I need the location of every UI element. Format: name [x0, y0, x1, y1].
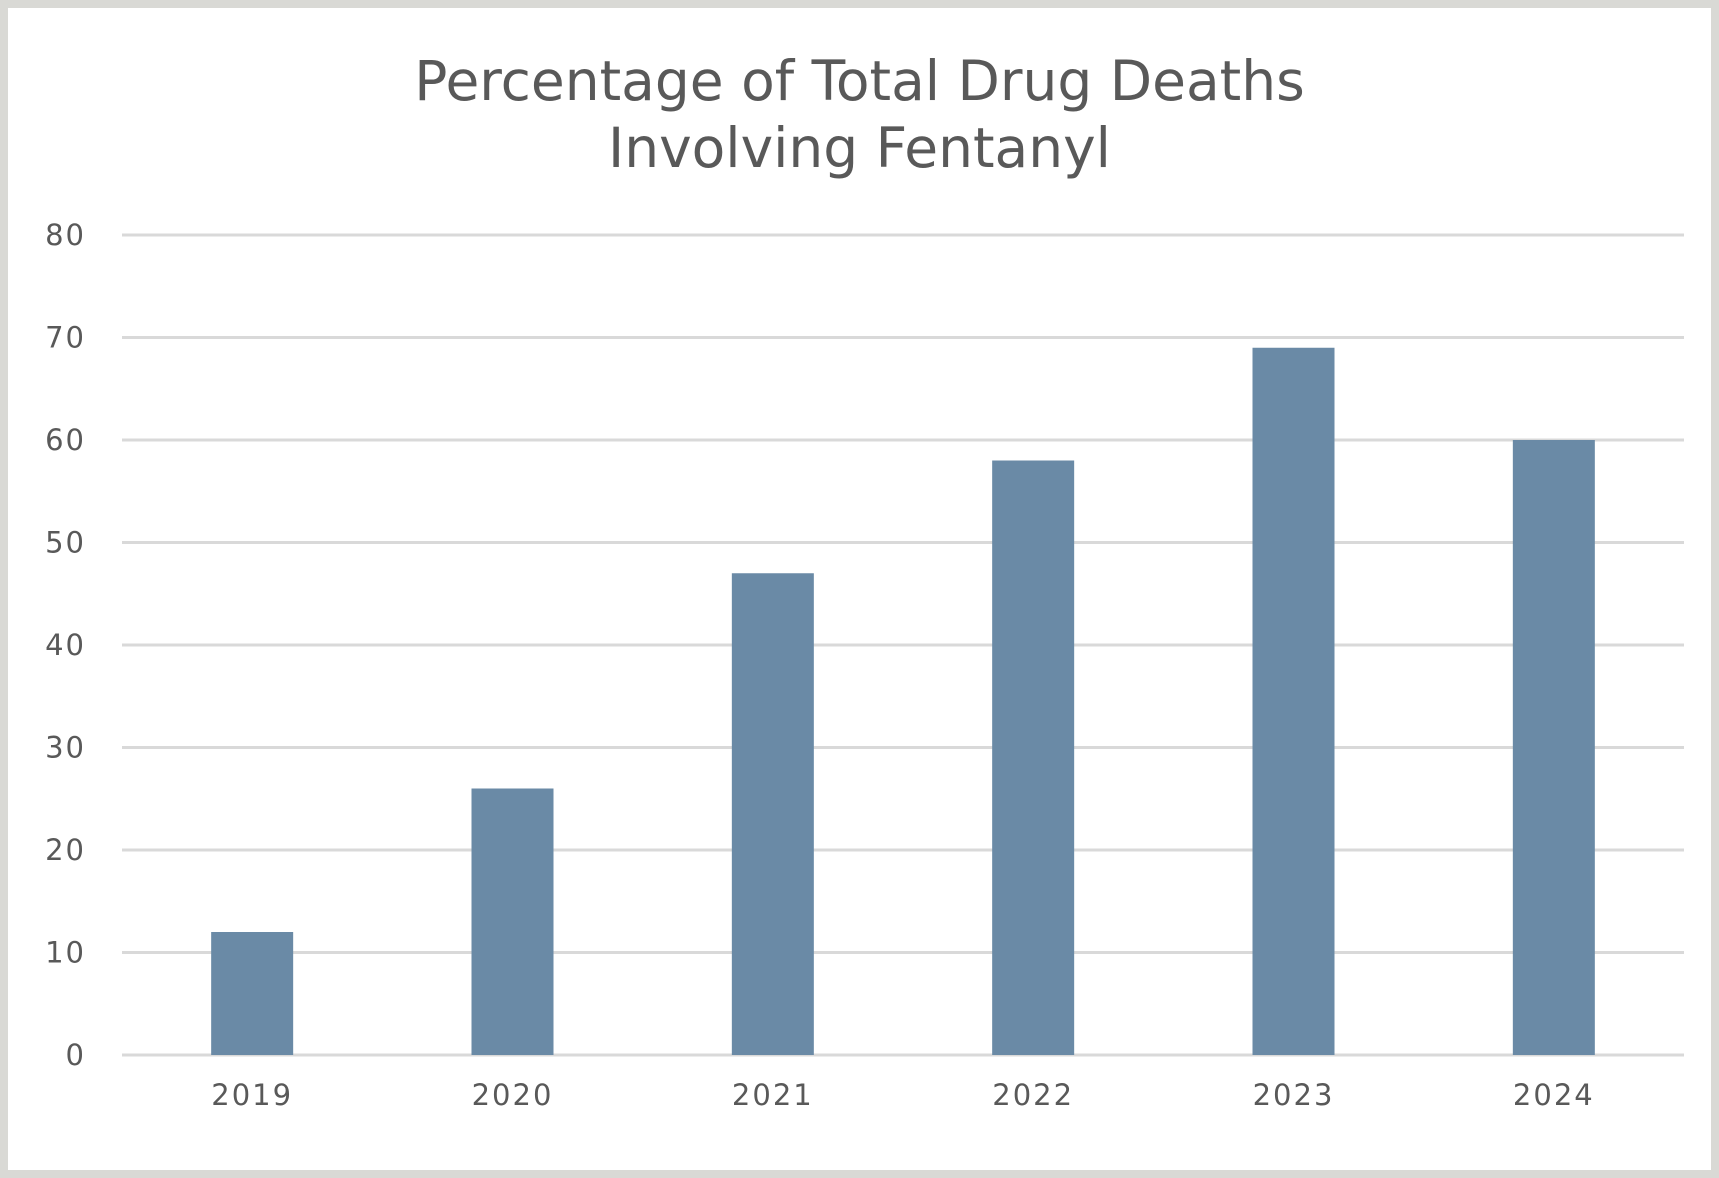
y-tick-label: 60: [45, 423, 86, 457]
bar-2022: [992, 460, 1075, 1055]
x-tick-label: 2022: [992, 1078, 1074, 1112]
y-tick-label: 10: [45, 936, 86, 970]
y-tick-label: 50: [45, 526, 86, 560]
y-tick-label: 80: [45, 218, 86, 252]
y-tick-label: 40: [45, 628, 86, 662]
bar-2021: [731, 573, 814, 1055]
x-tick-label: 2024: [1513, 1078, 1595, 1112]
bar-2023: [1252, 347, 1335, 1055]
x-tick-label: 2020: [472, 1078, 554, 1112]
bar-2019: [211, 932, 294, 1055]
chart-title-text: Percentage of Total Drug Deaths Involvin…: [414, 49, 1305, 180]
x-tick-label: 2023: [1253, 1078, 1335, 1112]
y-axis-tick-labels: 0 10 20 30 40 50 60 70 80: [45, 218, 86, 1072]
y-tick-label: 0: [66, 1038, 86, 1072]
x-tick-label: 2019: [211, 1078, 293, 1112]
bar-2024: [1512, 440, 1595, 1055]
y-tick-label: 20: [45, 833, 86, 867]
y-tick-label: 30: [45, 731, 86, 765]
x-tick-label: 2021: [732, 1078, 814, 1112]
y-tick-label: 70: [45, 321, 86, 355]
chart-title: Percentage of Total Drug Deaths Involvin…: [0, 48, 1719, 182]
bar-2020: [471, 788, 554, 1055]
gridlines: [122, 233, 1684, 1057]
x-axis-tick-labels: 2019 2020 2021 2022 2023 2024: [211, 1078, 1595, 1112]
bars: [211, 347, 1595, 1055]
